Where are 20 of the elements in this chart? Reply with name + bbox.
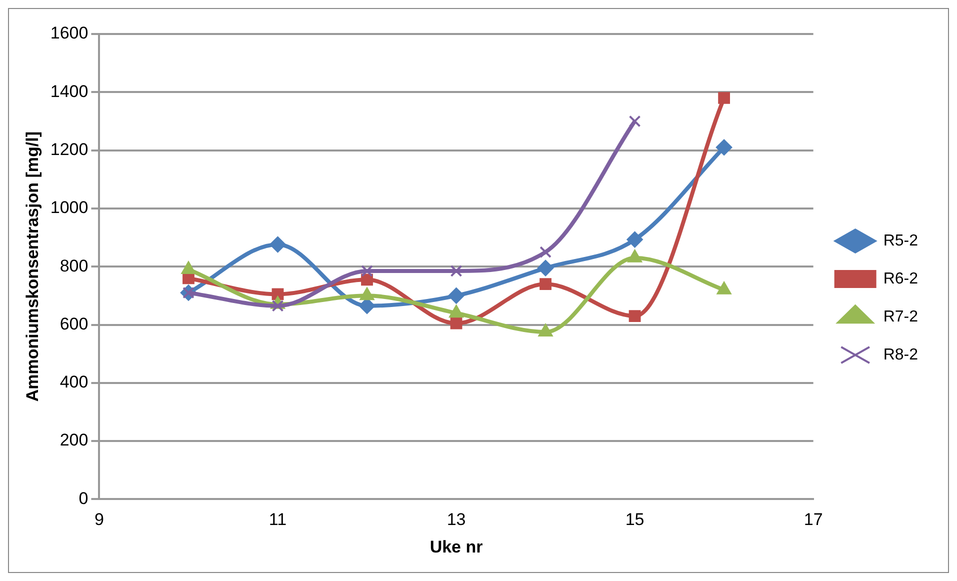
- legend-label: R7-2: [883, 308, 918, 326]
- x-tick-label: 17: [804, 510, 823, 530]
- x-tick-label: 9: [94, 510, 104, 530]
- y-tick-label: 1200: [50, 140, 88, 159]
- legend-label: R5-2: [883, 232, 918, 250]
- legend-label: R6-2: [883, 270, 918, 288]
- x-tick-label: 13: [446, 510, 466, 530]
- y-tick-label: 1000: [50, 198, 88, 218]
- y-tick-label: 400: [60, 372, 88, 392]
- y-tick-label: 0: [78, 488, 88, 508]
- y-tick-label: 800: [60, 256, 88, 276]
- x-axis-title: Uke nr: [430, 537, 484, 556]
- x-tick-label: 11: [268, 510, 287, 530]
- legend-label: R8-2: [883, 346, 918, 364]
- y-tick-label: 600: [60, 314, 88, 334]
- y-tick-label: 1600: [50, 24, 88, 43]
- x-tick-label: 15: [625, 510, 644, 530]
- y-tick-label: 200: [60, 430, 88, 450]
- y-axis-title: Ammoniumskonsentrasjon [mg/l]: [22, 132, 42, 402]
- y-tick-label: 1400: [50, 82, 88, 101]
